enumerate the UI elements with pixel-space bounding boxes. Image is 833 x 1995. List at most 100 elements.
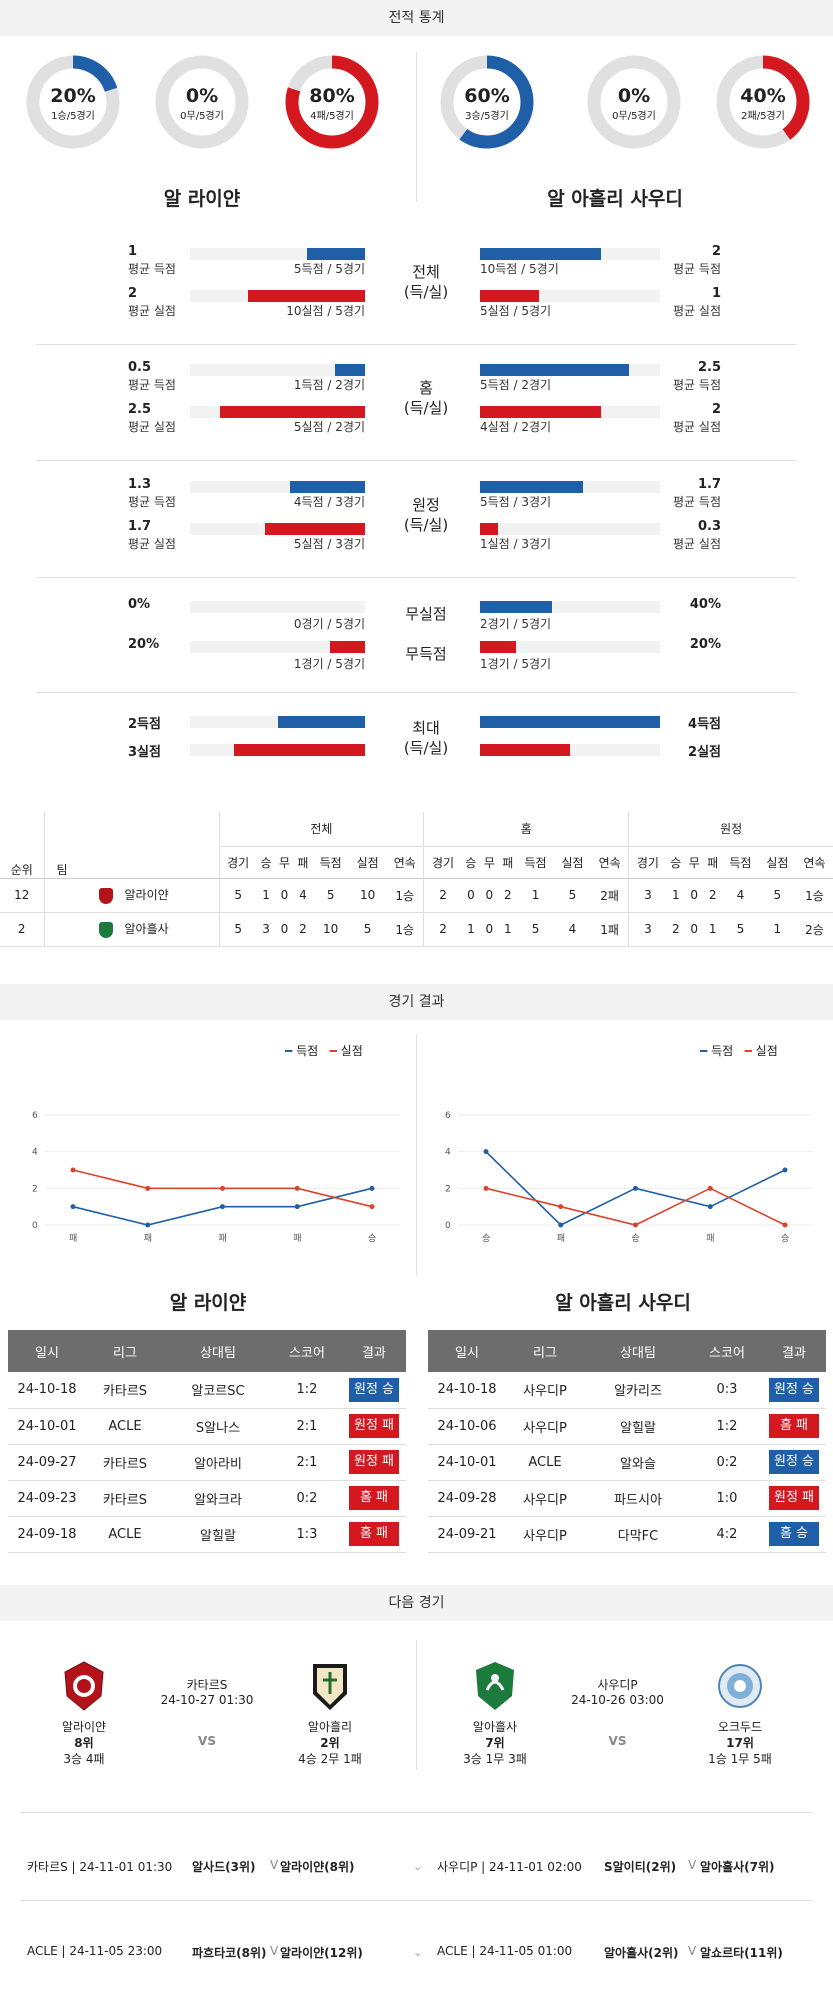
results-row[interactable]: 24-10-18 카타르S 알코르SC 1:2 원정 승	[8, 1372, 406, 1409]
next-team-name[interactable]: 알아흘리	[307, 1720, 353, 1734]
sub-header: 경기	[423, 846, 462, 879]
clean-sheet-label: 무실점	[405, 605, 447, 623]
away-value: 2	[711, 402, 721, 417]
sub-header: 패	[293, 846, 313, 879]
sub-header: 득점	[721, 846, 759, 879]
upcoming-team-a[interactable]: 알사드(3위)	[192, 1860, 256, 1874]
stat-cell: 5	[218, 878, 257, 913]
results-row[interactable]: 24-09-23 카타르S 알와크라 0:2 홈 패	[8, 1480, 406, 1517]
results-header-cell: 상대팀	[164, 1330, 272, 1372]
results-row[interactable]: 24-09-18 ACLE 알힐랄 1:3 홈 패	[8, 1516, 406, 1553]
away-value: 2.5	[697, 360, 721, 375]
stat-cell: 1	[517, 878, 555, 913]
chevron-down-icon[interactable]: ⌄	[413, 1946, 423, 1959]
away-bar-caption: 1실점 / 3경기	[480, 537, 552, 551]
rank-cell: 2	[0, 912, 44, 947]
next-team-name[interactable]: 알라이얀	[61, 1720, 107, 1734]
result-cell: 원정 승	[762, 1372, 826, 1409]
upcoming-team-b[interactable]: 알라이얀(12위)	[280, 1946, 363, 1960]
group-header: 홈	[423, 812, 629, 847]
next-league: 카타르S	[186, 1678, 228, 1692]
away-bar	[480, 248, 601, 260]
home-bar-caption: 5득점 / 5경기	[293, 262, 365, 276]
result-cell: 홈 승	[762, 1516, 826, 1553]
team-cell[interactable]: 알라이얀	[43, 878, 219, 913]
sub-header: 경기	[218, 846, 257, 879]
standings-row[interactable]: 12 알라이얀 5 1 0 4 5 10 1승 2 0 0 2 1 5 2패 3 1 0 2 4 5 1승	[0, 878, 833, 913]
home-bar-track	[190, 641, 365, 653]
data-point	[294, 1185, 300, 1191]
home-bar	[330, 641, 365, 653]
results-table-home: 일시 리그 상대팀 스코어 결과 24-10-18 카타르S 알코르SC 1:2 원정 승 24-1…	[8, 1330, 406, 1553]
stat-cell: 1패	[590, 912, 629, 947]
upcoming-info: ACLE | 24-11-05 23:00	[27, 1944, 163, 1958]
group-header: 원정	[628, 812, 833, 847]
compare-divider	[36, 577, 797, 578]
upcoming-team-b[interactable]: 알쇼르타(11위)	[700, 1946, 783, 1960]
al-ahli-doha-crest-icon	[313, 1664, 347, 1710]
league-cell: 사우디P	[506, 1372, 584, 1409]
results-row[interactable]: 24-10-01 ACLE 알와슬 0:2 원정 승	[428, 1444, 826, 1481]
away-bar	[480, 601, 552, 613]
home-bar	[265, 523, 365, 535]
failed-to-score-label: 무득점	[405, 645, 447, 663]
league-cell: 사우디P	[506, 1408, 584, 1445]
result-cell: 홈 패	[342, 1480, 406, 1517]
results-row[interactable]: 24-10-06 사우디P 알힐랄 1:2 홈 패	[428, 1408, 826, 1445]
away-pct: 40%	[689, 597, 721, 612]
data-point	[558, 1204, 564, 1210]
section-header-stats: 전적 통계	[0, 0, 833, 36]
next-time: 24-10-26 03:00	[571, 1693, 664, 1707]
stat-cell: 1승	[386, 878, 424, 913]
chevron-down-icon[interactable]: ⌄	[413, 1860, 423, 1873]
home-label: 평균 득점	[128, 378, 176, 392]
donut-stat: 0% 0무/5경기	[155, 55, 249, 149]
upcoming-team-a[interactable]: 파흐타코(8위)	[192, 1946, 267, 1960]
donut-arc	[285, 55, 379, 149]
results-row[interactable]: 24-10-01 ACLE S알나스 2:1 원정 패	[8, 1408, 406, 1445]
stat-cell: 2	[703, 878, 722, 913]
compare-category-sub: (득/실)	[403, 516, 449, 534]
away-label: 평균 득점	[673, 495, 721, 509]
x-tick-label: 승	[482, 1233, 490, 1244]
upcoming-team-b[interactable]: 알라이얀(8위)	[280, 1860, 355, 1874]
team-cell[interactable]: 알아흘사	[43, 912, 219, 947]
upcoming-team-a[interactable]: S알이티(2위)	[604, 1860, 677, 1874]
score-cell: 0:3	[692, 1372, 762, 1409]
stat-cell: 0	[685, 912, 704, 947]
upcoming-team-a[interactable]: 알아흘사(2위)	[604, 1946, 679, 1960]
opponent-cell: 다막FC	[584, 1516, 692, 1553]
vs-mark: V	[270, 1858, 279, 1872]
standings-row[interactable]: 2 알아흘사 5 3 0 2 10 5 1승 2 1 0 1 5 4 1패 3 2 0 1 5 1 2승	[0, 912, 833, 947]
stat-cell: 5	[554, 878, 591, 913]
donut-ring	[587, 55, 681, 149]
next-team-name[interactable]: 오크두드	[717, 1720, 763, 1734]
sub-header: 무	[685, 846, 704, 879]
results-header-row: 일시 리그 상대팀 스코어 결과	[428, 1330, 826, 1372]
league-cell: 사우디P	[506, 1480, 584, 1517]
score-cell: 1:3	[272, 1516, 342, 1553]
results-row[interactable]: 24-09-27 카타르S 알아라비 2:1 원정 패	[8, 1444, 406, 1481]
away-value: 0.3	[697, 519, 721, 534]
data-point	[707, 1185, 713, 1191]
data-point	[145, 1222, 151, 1228]
away-team-title-2: 알 아흘리 사우디	[555, 1292, 691, 1314]
donut-percent: 60%	[464, 85, 510, 107]
sub-header: 승	[461, 846, 481, 879]
results-row[interactable]: 24-10-18 사우디P 알카리즈 0:3 원정 승	[428, 1372, 826, 1409]
results-row[interactable]: 24-09-21 사우디P 다막FC 4:2 홈 승	[428, 1516, 826, 1553]
upcoming-team-b[interactable]: 알아흘사(7위)	[700, 1860, 775, 1874]
away-bar-caption: 1경기 / 5경기	[480, 657, 552, 671]
chart-legend-right: ━ 득점 ━ 실점	[700, 1044, 778, 1058]
next-team-name[interactable]: 알아흘사	[472, 1720, 518, 1734]
away-bar-caption: 2경기 / 5경기	[480, 617, 552, 631]
al-okhdood-crest-icon	[718, 1664, 762, 1708]
home-bar-caption: 5실점 / 3경기	[293, 537, 365, 551]
home-value: 2.5	[128, 402, 152, 417]
sub-header: 연속	[590, 846, 629, 879]
stat-cell: 2	[666, 912, 685, 947]
stat-cell: 2승	[795, 912, 833, 947]
donut-percent: 20%	[50, 85, 96, 107]
results-row[interactable]: 24-09-28 사우디P 파드시아 1:0 원정 패	[428, 1480, 826, 1517]
away-bar	[480, 406, 601, 418]
